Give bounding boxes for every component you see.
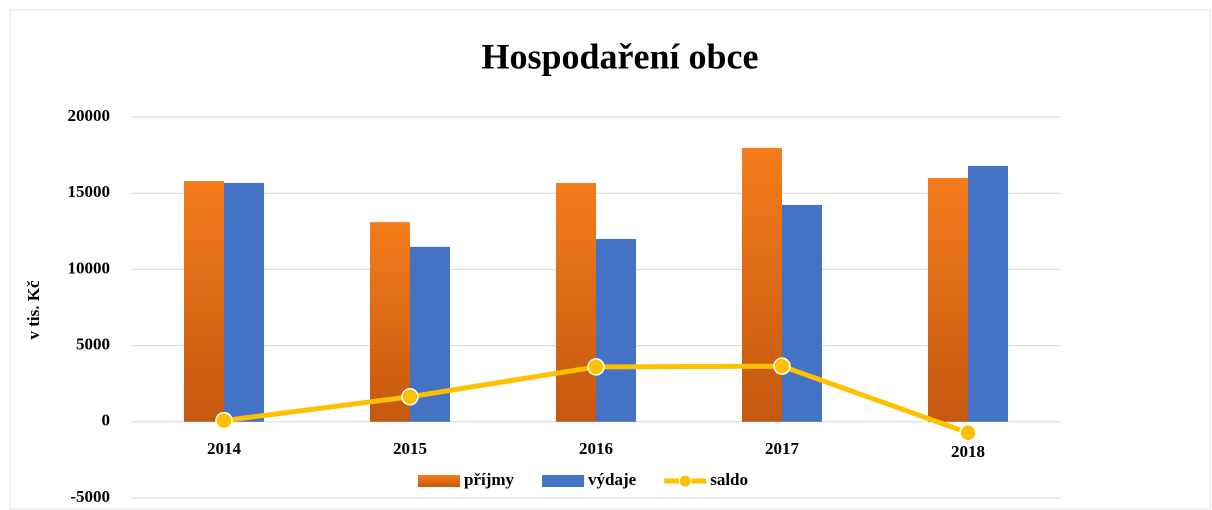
line-point bbox=[215, 411, 233, 430]
y-tick-label: 5000 bbox=[76, 335, 110, 354]
bar bbox=[370, 222, 410, 422]
y-tick-label: 10000 bbox=[68, 258, 111, 277]
legend-label: výdaje bbox=[588, 470, 637, 489]
x-tick-label: 2014 bbox=[207, 439, 242, 458]
line-point bbox=[773, 357, 791, 375]
chart-title: Hospodaření obce bbox=[481, 36, 758, 76]
x-tick-label: 2016 bbox=[579, 439, 613, 458]
line-point bbox=[587, 358, 605, 376]
x-tick-label: 2015 bbox=[393, 439, 427, 458]
bar bbox=[928, 177, 968, 422]
legend-label: saldo bbox=[710, 470, 748, 489]
x-tick-label: 2018 bbox=[951, 442, 985, 461]
bar bbox=[782, 204, 822, 422]
bar bbox=[224, 182, 264, 422]
y-tick-label: 15000 bbox=[68, 182, 111, 201]
legend-swatch bbox=[678, 474, 692, 488]
y-tick-label: 20000 bbox=[68, 106, 111, 125]
bar bbox=[742, 147, 782, 422]
x-tick-label: 2017 bbox=[765, 439, 800, 458]
y-axis-label: v tis. Kč bbox=[24, 280, 43, 339]
legend-swatch bbox=[542, 475, 585, 487]
bar bbox=[184, 181, 224, 422]
y-tick-label: 0 bbox=[102, 411, 111, 430]
bar bbox=[968, 165, 1008, 422]
line-point bbox=[401, 388, 419, 406]
legend-swatch bbox=[418, 475, 460, 487]
bar bbox=[596, 238, 636, 422]
bar bbox=[556, 182, 596, 422]
legend-label: příjmy bbox=[464, 470, 515, 489]
line-point bbox=[959, 424, 977, 442]
plot: -5000 0 5000 10000 15000 20000 2014 2015 2016 201… bbox=[68, 106, 1061, 506]
y-tick-label: -5000 bbox=[70, 487, 110, 506]
